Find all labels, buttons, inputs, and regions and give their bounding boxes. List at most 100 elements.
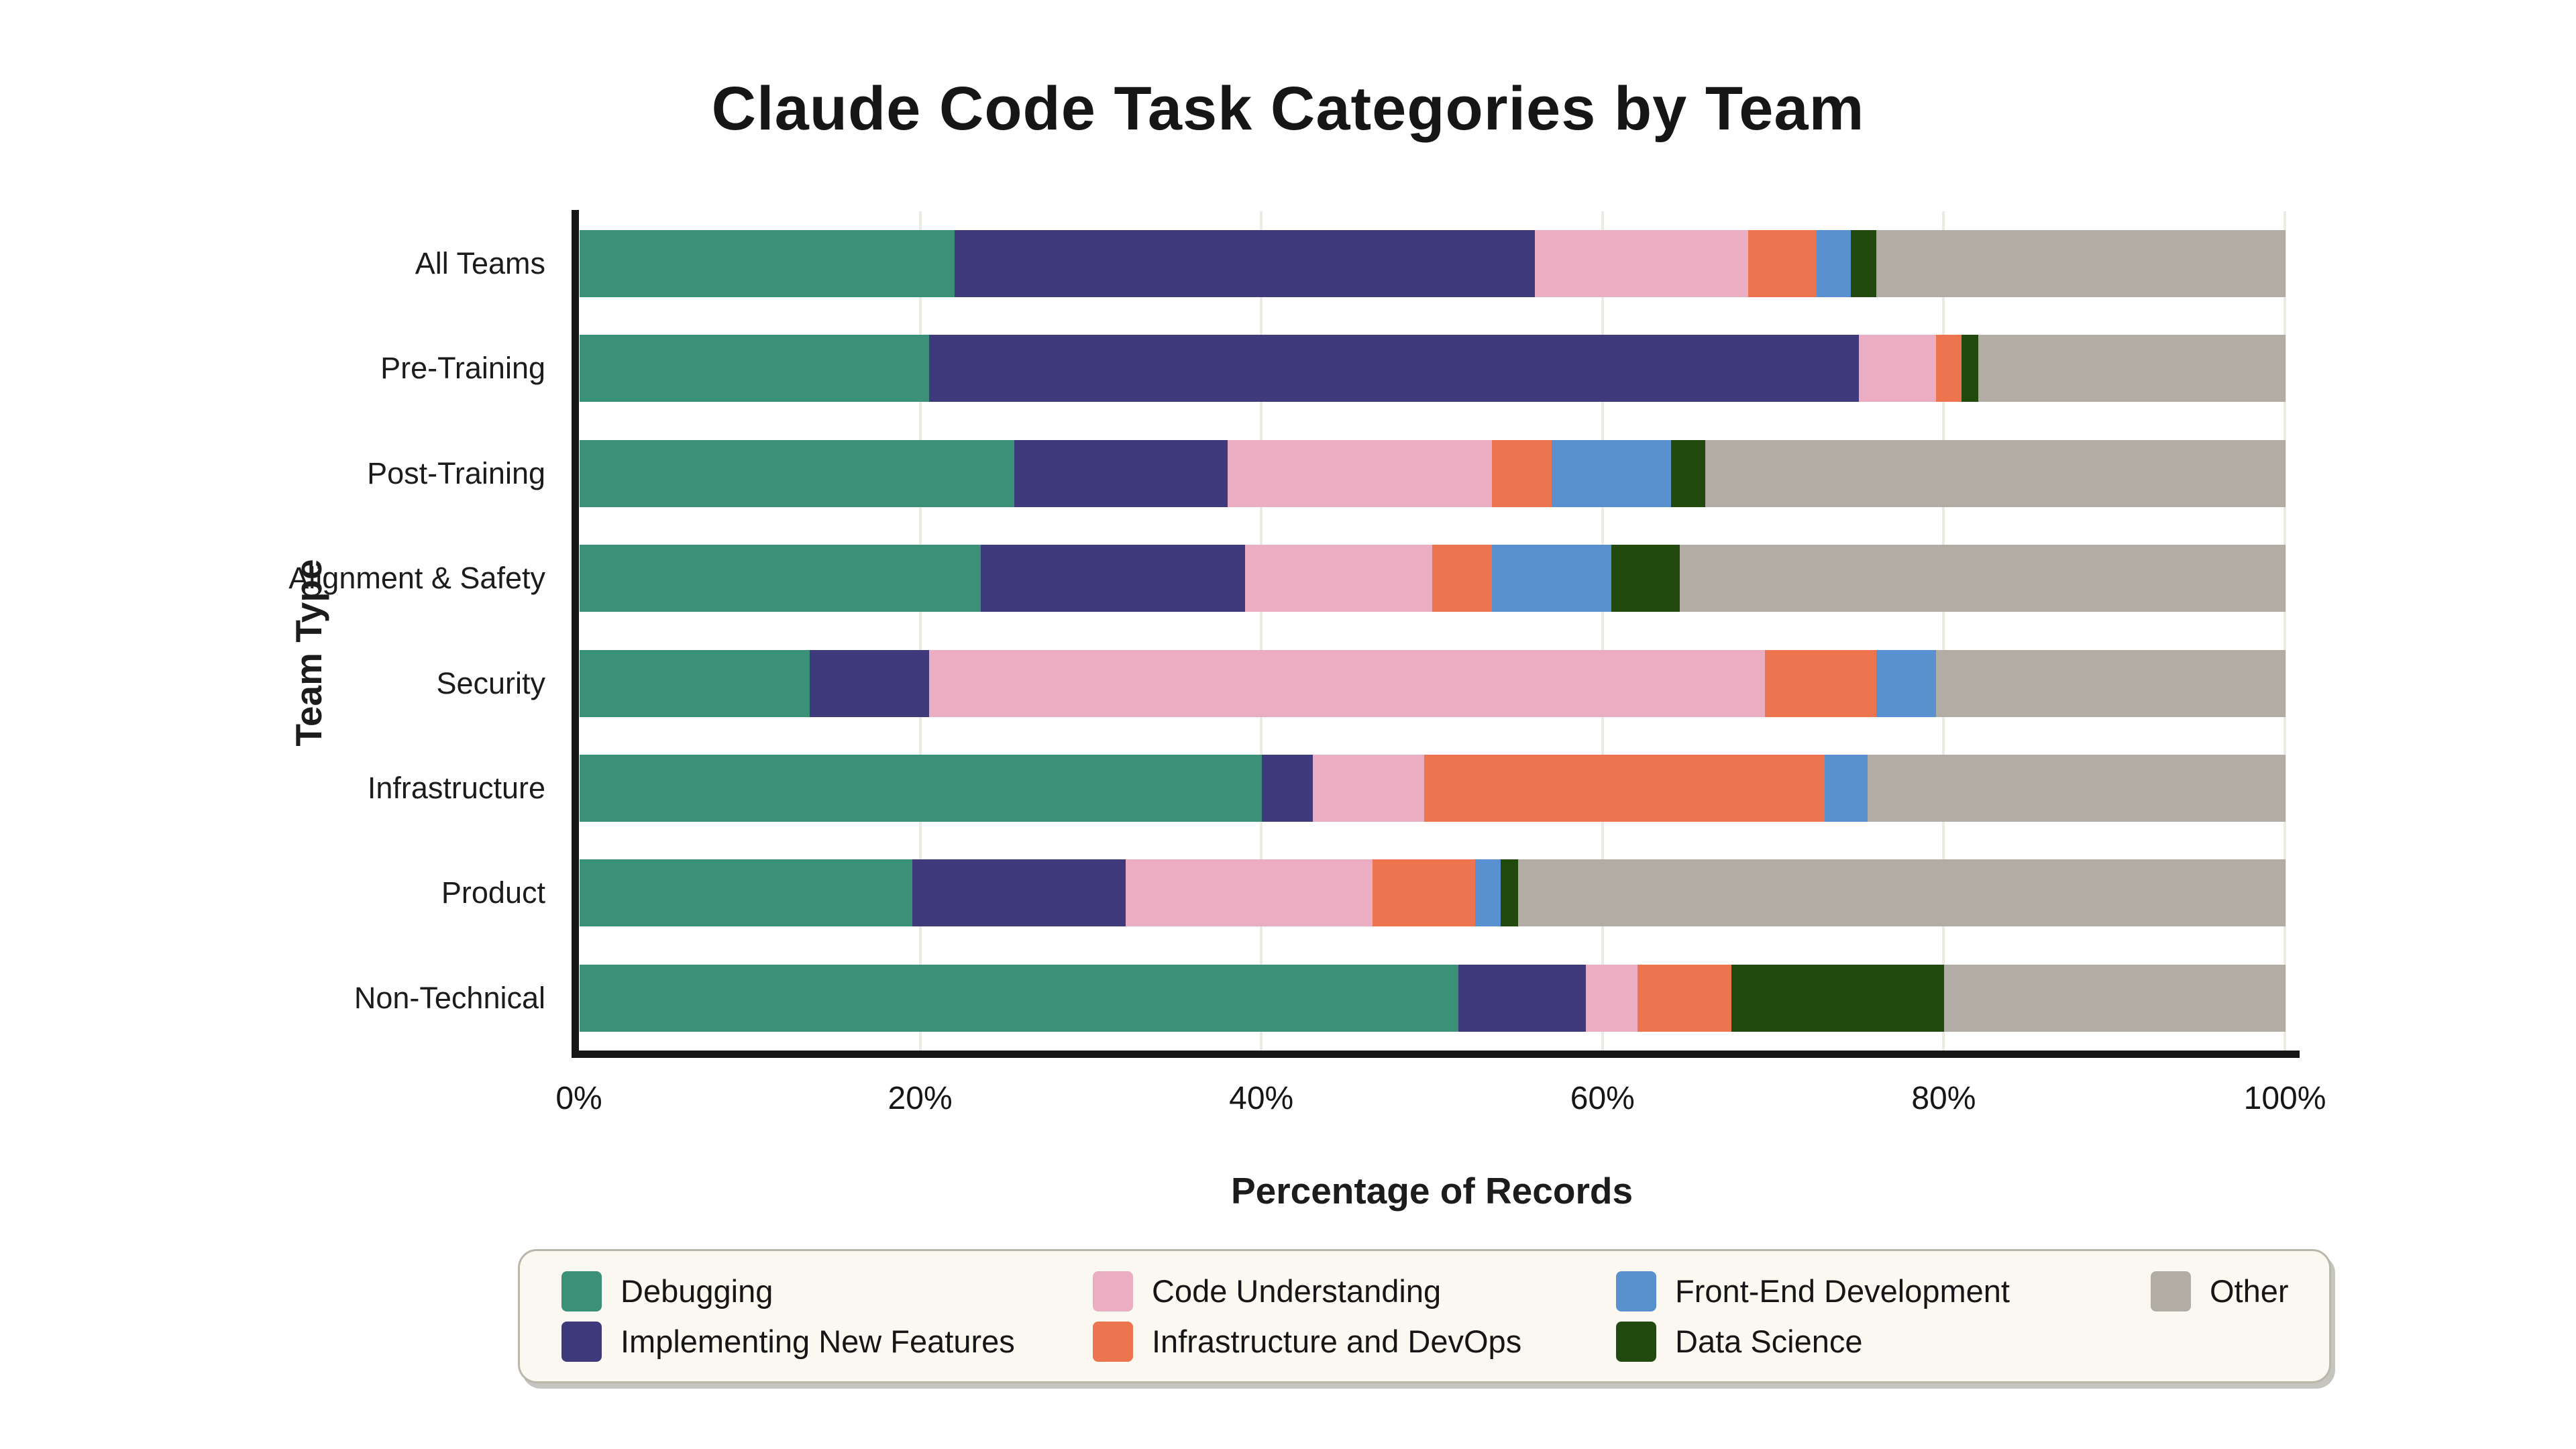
bar-segment	[580, 964, 1458, 1032]
y-tick-label: All Teams	[415, 246, 545, 280]
y-tick-label: Alignment & Safety	[288, 561, 545, 596]
y-tick-label: Non-Technical	[354, 980, 545, 1015]
bar-segment	[1850, 230, 1876, 297]
legend-label: Debugging	[621, 1273, 773, 1309]
legend-swatch-icon	[1093, 1321, 1133, 1362]
bar-segment	[1705, 439, 2286, 507]
x-tick-label: 20%	[888, 1081, 953, 1116]
bar-segment	[1517, 859, 2286, 927]
legend-label: Data Science	[1675, 1324, 1863, 1359]
bar-segment	[955, 230, 1536, 297]
legend-item: Infrastructure and DevOps	[1093, 1321, 1616, 1362]
bar-segment	[1867, 754, 2286, 822]
bar-segment	[1731, 964, 1945, 1032]
bar-segment	[1552, 439, 1672, 507]
bar-segment	[1680, 545, 2286, 612]
gridline-20	[918, 211, 922, 1051]
bar-segment	[1244, 545, 1433, 612]
bar-row	[580, 754, 2286, 822]
y-axis-title: Team Type	[288, 558, 329, 747]
gridline-60	[1601, 211, 1604, 1051]
bar-segment	[1876, 649, 1936, 717]
bar-segment	[580, 439, 1015, 507]
bar-segment	[1492, 439, 1552, 507]
bar-segment	[1262, 754, 1313, 822]
bar-segment	[1014, 439, 1228, 507]
legend-label: Front-End Development	[1675, 1273, 2010, 1309]
legend-item: Front-End Development	[1616, 1271, 2151, 1311]
y-tick-label: Security	[436, 665, 545, 700]
legend-item: Data Science	[1616, 1321, 2151, 1362]
bar-segment	[580, 545, 981, 612]
y-tick-label: Product	[441, 875, 545, 910]
legend-label: Other	[2210, 1273, 2289, 1309]
bar-segment	[1313, 754, 1424, 822]
x-tick-label: 0%	[555, 1081, 602, 1116]
bar-segment	[1876, 230, 2286, 297]
legend-item: Implementing New Features	[561, 1321, 1093, 1362]
legend-item: Debugging	[561, 1271, 1093, 1311]
bar-row	[580, 859, 2286, 927]
y-tick-label: Infrastructure	[367, 770, 545, 805]
legend-label: Implementing New Features	[621, 1324, 1015, 1359]
chart-title: Claude Code Task Categories by Team	[711, 74, 1865, 143]
bar-segment	[1432, 545, 1493, 612]
bar-segment	[1492, 545, 1612, 612]
bar-segment	[929, 649, 1766, 717]
legend: Debugging Implementing New Features Code U…	[518, 1249, 2331, 1383]
bar-segment	[580, 754, 1263, 822]
bar-segment	[1373, 859, 1476, 927]
legend-swatch-icon	[1093, 1271, 1133, 1311]
bar-segment	[580, 230, 955, 297]
bar-segment	[1458, 964, 1587, 1032]
bar-segment	[1978, 335, 2286, 402]
legend-label: Infrastructure and DevOps	[1152, 1324, 1522, 1359]
bar-row	[580, 335, 2286, 402]
bar-segment	[1125, 859, 1373, 927]
bar-segment	[1816, 230, 1851, 297]
bar-segment	[1935, 335, 1962, 402]
legend-swatch-icon	[1616, 1321, 1656, 1362]
x-tick-label: 40%	[1229, 1081, 1294, 1116]
y-tick-label: Pre-Training	[380, 351, 545, 386]
bar-row	[580, 964, 2286, 1032]
bar-segment	[1944, 964, 2286, 1032]
bar-segment	[1935, 649, 2286, 717]
x-tick-label: 80%	[1911, 1081, 1976, 1116]
legend-swatch-icon	[1616, 1271, 1656, 1311]
bar-segment	[1637, 964, 1731, 1032]
y-axis-spine	[572, 210, 579, 1058]
bar-segment	[810, 649, 930, 717]
legend-swatch-icon	[2151, 1271, 2191, 1311]
bar-segment	[1961, 335, 1979, 402]
bar-segment	[580, 649, 810, 717]
gridline-80	[1942, 211, 1945, 1051]
bar-segment	[980, 545, 1245, 612]
bar-segment	[1859, 335, 1936, 402]
bar-segment	[580, 859, 912, 927]
x-axis-title: Percentage of Records	[1230, 1170, 1633, 1212]
bar-segment	[929, 335, 1860, 402]
legend-label: Code Understanding	[1152, 1273, 1442, 1309]
bar-row	[580, 230, 2286, 297]
legend-item: Other	[2151, 1271, 2289, 1311]
bar-segment	[1611, 545, 1680, 612]
bar-row	[580, 439, 2286, 507]
bar-segment	[1228, 439, 1493, 507]
bar-row	[580, 649, 2286, 717]
bar-segment	[580, 335, 930, 402]
bar-segment	[1501, 859, 1518, 927]
x-tick-label: 60%	[1570, 1081, 1635, 1116]
x-axis-spine	[572, 1051, 2300, 1058]
bar-row	[580, 545, 2286, 612]
gridline-40	[1260, 211, 1263, 1051]
legend-swatch-icon	[561, 1321, 602, 1362]
x-tick-label: 100%	[2243, 1081, 2326, 1116]
y-tick-label: Post-Training	[367, 455, 545, 490]
bar-segment	[1475, 859, 1501, 927]
bar-segment	[1671, 439, 1706, 507]
bar-segment	[1825, 754, 1868, 822]
bar-segment	[912, 859, 1126, 927]
bar-segment	[1586, 964, 1638, 1032]
bar-segment	[1748, 230, 1817, 297]
